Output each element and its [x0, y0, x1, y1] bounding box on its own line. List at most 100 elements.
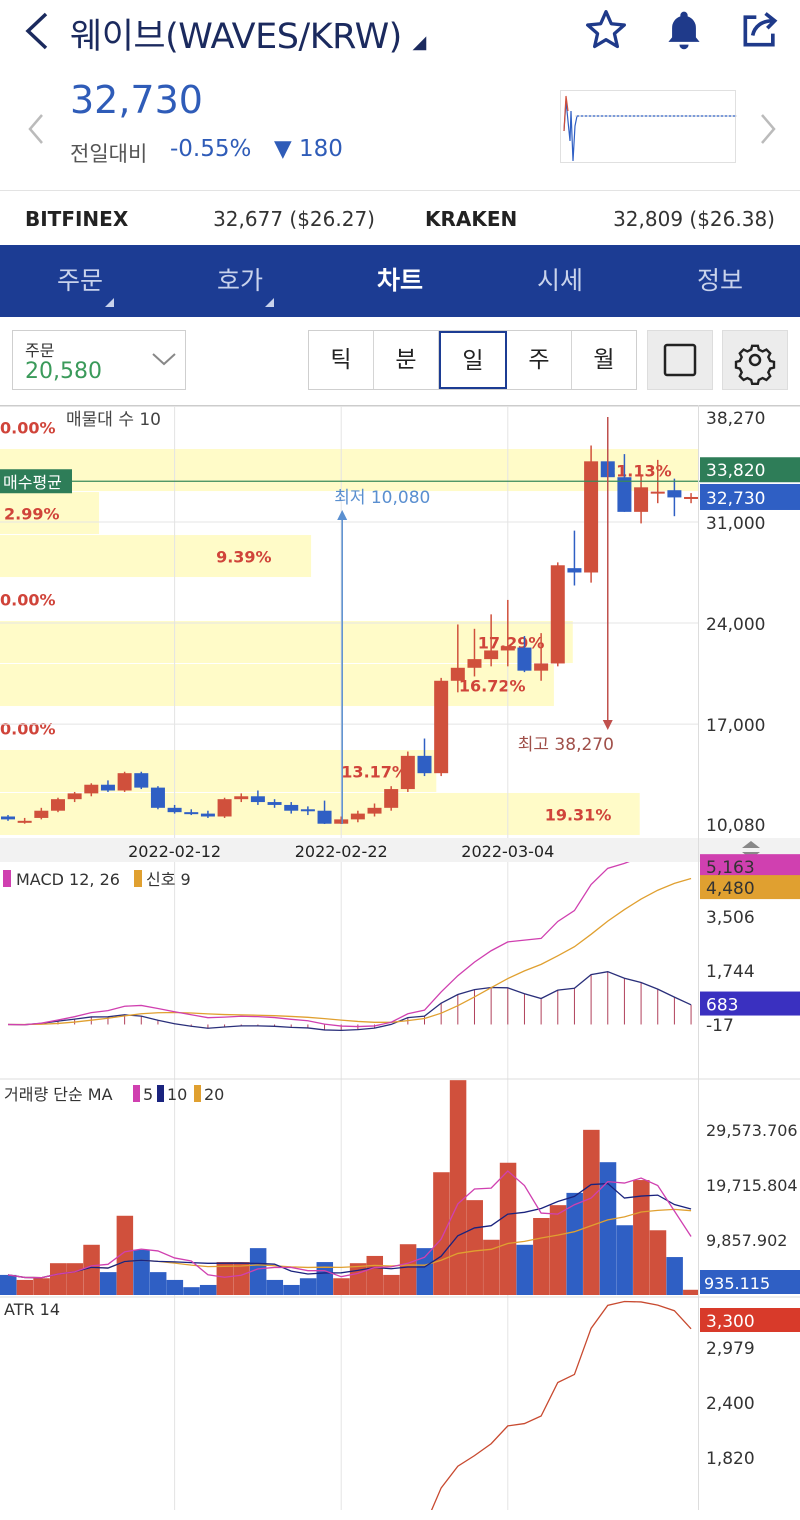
candle-body — [167, 807, 182, 813]
volume-bar — [516, 1244, 533, 1295]
volume-ma10-line — [7, 1182, 692, 1279]
back-icon[interactable] — [22, 10, 52, 52]
volume-profile-percent: 13.17% — [341, 763, 408, 782]
atr-tick-label: 1,820 — [706, 1449, 755, 1469]
candle-body — [34, 810, 49, 818]
volume-profile-percent: 0.00% — [0, 419, 56, 438]
change-percent: -0.55% — [170, 136, 252, 162]
change-label: 전일대비 — [70, 142, 148, 166]
volume-bar — [299, 1278, 317, 1295]
price-tick-label: 24,000 — [706, 615, 765, 635]
volume-profile-percent: 16.72% — [459, 677, 526, 696]
candle-body — [350, 813, 365, 820]
bell-icon[interactable] — [662, 8, 706, 52]
candle-body — [667, 490, 682, 498]
volume-profile-band — [0, 535, 312, 578]
period-day[interactable]: 일 — [439, 331, 507, 389]
candle-body — [84, 784, 99, 794]
volume-bar — [133, 1249, 150, 1295]
candle-body — [567, 568, 582, 573]
page-title[interactable]: 웨이브(WAVES/KRW) ◢ — [70, 8, 426, 59]
volume-bar — [149, 1272, 167, 1295]
candle-body — [1, 816, 15, 820]
tab-market[interactable]: 시세 — [480, 245, 640, 317]
current-price: 32,730 — [70, 78, 203, 122]
volume-bar — [583, 1129, 600, 1295]
volume-bar — [349, 1263, 367, 1295]
volume-bar — [633, 1180, 650, 1295]
candle-body — [334, 819, 349, 824]
tab-order[interactable]: 주문 — [0, 245, 160, 317]
volume-bar — [199, 1284, 217, 1295]
star-icon[interactable] — [584, 8, 628, 52]
bid-average-label: 매수평균 — [3, 473, 62, 492]
candle-body — [134, 773, 149, 788]
tab-info[interactable]: 정보 — [640, 245, 800, 317]
volume-profile-percent: 0.00% — [0, 591, 56, 610]
volume-ma-period: 5 — [143, 1085, 153, 1104]
volume-profile-band — [0, 492, 100, 535]
atr-line — [430, 1300, 692, 1510]
exchange-name: KRAKEN — [425, 207, 518, 231]
change-amount: ▼ 180 — [274, 136, 343, 162]
period-minute[interactable]: 분 — [374, 331, 439, 389]
volume-bar — [549, 1205, 567, 1295]
candle-body — [417, 755, 432, 774]
volume-value: 935.115 — [704, 1274, 770, 1293]
fullscreen-button[interactable] — [647, 330, 713, 390]
volume-bar — [266, 1279, 284, 1295]
candle-body — [550, 565, 565, 664]
period-month[interactable]: 월 — [593, 347, 615, 373]
candle-body — [384, 789, 399, 808]
next-coin-icon[interactable] — [758, 112, 778, 146]
candle-body — [317, 810, 332, 824]
macd-tick-label: 3,506 — [706, 908, 755, 928]
volume-profile-band — [0, 621, 573, 664]
submenu-icon — [265, 298, 274, 307]
volume-bar — [233, 1262, 250, 1295]
volume-profile-percent: 21.13% — [605, 462, 672, 481]
volume-bar — [0, 1274, 17, 1295]
candle-body — [117, 773, 132, 791]
period-tick[interactable]: 틱 — [309, 331, 374, 389]
volume-legend: 거래량 단순 MA — [4, 1085, 113, 1104]
chart-area[interactable]: 19.31%13.17%0.00%16.72%17.29%0.00%9.39%2… — [0, 405, 800, 1520]
sparkline[interactable] — [560, 90, 737, 163]
volume-bar — [483, 1239, 500, 1295]
candle-body — [284, 804, 299, 811]
exchange-price: 32,809 ($26.38) — [613, 207, 775, 231]
macd-legend: MACD 12, 26 — [16, 870, 120, 889]
share-icon[interactable] — [738, 8, 782, 52]
volume-profile-percent: 0.00% — [0, 720, 56, 739]
settings-button[interactable] — [722, 330, 788, 390]
order-select[interactable]: 주문 20,580 — [12, 330, 186, 390]
volume-profile-percent: 2.99% — [4, 505, 60, 524]
volume-bar — [99, 1272, 117, 1295]
volume-bar — [183, 1287, 200, 1295]
bid-average-tag — [0, 469, 72, 494]
current-price-tag — [700, 483, 800, 510]
volume-bar — [649, 1230, 667, 1295]
main-tabs: 주문 호가 차트 시세 정보 — [0, 245, 800, 317]
gear-icon — [734, 344, 776, 385]
macd-value: 683 — [706, 996, 738, 1016]
tab-label: 주문 — [56, 266, 103, 295]
volume-bar — [166, 1279, 184, 1295]
candle-body — [517, 647, 532, 671]
volume-ma-swatch — [133, 1085, 140, 1102]
volume-bar — [216, 1262, 234, 1295]
signal-legend-swatch — [134, 870, 142, 887]
date-axis — [0, 838, 800, 862]
atr-legend: ATR 14 — [4, 1300, 60, 1319]
exchange-name: BITFINEX — [25, 207, 129, 231]
tab-orderbook[interactable]: 호가 — [160, 245, 320, 317]
square-icon — [663, 343, 697, 377]
macd-tick-label: 1,744 — [706, 962, 755, 982]
prev-coin-icon[interactable] — [26, 112, 46, 146]
volume-bar — [683, 1289, 698, 1295]
period-week[interactable]: 주 — [507, 331, 572, 389]
price-tick-label: 31,000 — [706, 514, 765, 534]
low-arrow-head — [337, 510, 348, 520]
volume-ma-period: 10 — [167, 1085, 187, 1104]
tab-chart[interactable]: 차트 — [320, 245, 480, 317]
